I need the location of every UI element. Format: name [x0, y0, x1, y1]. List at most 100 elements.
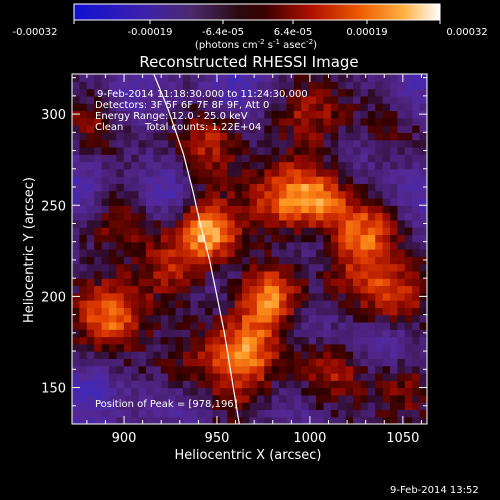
heatmap-cell — [353, 205, 362, 214]
heatmap-cell — [397, 205, 406, 214]
heatmap-cell — [375, 205, 384, 214]
heatmap-cell — [301, 365, 310, 374]
heatmap-cell — [323, 125, 332, 133]
heatmap-cell — [382, 234, 391, 243]
heatmap-cell — [153, 372, 162, 381]
heatmap-cell — [108, 219, 117, 228]
heatmap-cell — [108, 241, 117, 250]
heatmap-cell — [271, 154, 280, 163]
heatmap-cell — [353, 212, 362, 221]
heatmap-cell — [86, 365, 95, 374]
heatmap-cell — [190, 139, 199, 148]
heatmap-cell — [323, 249, 332, 257]
heatmap-cell — [330, 95, 339, 104]
heatmap-cell — [353, 387, 362, 396]
heatmap-cell — [249, 365, 258, 374]
heatmap-cell — [108, 190, 117, 199]
heatmap-cell — [367, 387, 376, 396]
heatmap-cell — [123, 256, 132, 265]
heatmap-cell — [145, 117, 154, 126]
heatmap-cell — [79, 343, 88, 352]
heatmap-cell — [175, 402, 184, 411]
heatmap-cell — [131, 387, 140, 396]
heatmap-cell — [182, 249, 191, 257]
heatmap-cell — [116, 343, 125, 352]
heatmap-cell — [79, 212, 88, 221]
heatmap-cell — [397, 117, 406, 126]
heatmap-cell — [249, 125, 258, 133]
heatmap-cell — [404, 190, 413, 199]
heatmap-cell — [108, 409, 117, 418]
heatmap-cell — [168, 197, 177, 206]
heatmap-cell — [123, 409, 132, 418]
heatmap-cell — [242, 88, 251, 97]
heatmap-cell — [397, 125, 406, 133]
heatmap-cell — [293, 95, 302, 104]
heatmap-cell — [390, 270, 399, 279]
heatmap-cell — [390, 219, 399, 228]
heatmap-cell — [160, 256, 169, 265]
heatmap-cell — [160, 183, 169, 192]
heatmap-cell — [131, 351, 140, 359]
heatmap-cell — [212, 307, 221, 316]
heatmap-cell — [390, 161, 399, 170]
heatmap-cell — [375, 234, 384, 243]
heatmap-cell — [360, 212, 369, 221]
heatmap-cell — [197, 205, 206, 214]
heatmap-cell — [108, 278, 117, 287]
heatmap-cell — [330, 270, 339, 279]
heatmap-cell — [145, 402, 154, 411]
heatmap-cell — [382, 132, 391, 141]
heatmap-cell — [279, 285, 288, 294]
heatmap-cell — [390, 256, 399, 265]
heatmap-cell — [145, 125, 154, 133]
heatmap-cell — [153, 380, 162, 389]
heatmap-cell — [330, 329, 339, 338]
heatmap-cell — [382, 161, 391, 170]
heatmap-cell — [182, 307, 191, 316]
heatmap-cell — [145, 256, 154, 265]
heatmap-cell — [323, 314, 332, 323]
heatmap-cell — [101, 219, 110, 228]
heatmap-cell — [323, 416, 332, 424]
heatmap-cell — [412, 365, 421, 374]
heatmap-cell — [234, 81, 243, 90]
heatmap-cell — [397, 176, 406, 184]
heatmap-cell — [330, 256, 339, 265]
heatmap-cell — [242, 212, 251, 221]
heatmap-cell — [316, 321, 325, 330]
heatmap-cell — [367, 358, 376, 367]
heatmap-cell — [330, 227, 339, 236]
heatmap-cell — [382, 351, 391, 359]
heatmap-cell — [123, 227, 132, 236]
heatmap-cell — [227, 241, 236, 250]
heatmap-cell — [286, 416, 295, 424]
heatmap-cell — [175, 285, 184, 294]
heatmap-cell — [227, 197, 236, 206]
heatmap-cell — [293, 307, 302, 316]
heatmap-cell — [160, 300, 169, 308]
heatmap-cell — [338, 212, 347, 221]
heatmap-cell — [353, 168, 362, 177]
heatmap-cell — [153, 278, 162, 287]
heatmap-cell — [404, 132, 413, 141]
heatmap-cell — [249, 402, 258, 411]
heatmap-cell — [390, 329, 399, 338]
heatmap-cell — [145, 416, 154, 424]
heatmap-cell — [182, 351, 191, 359]
heatmap-cell — [234, 307, 243, 316]
heatmap-cell — [279, 402, 288, 411]
heatmap-cell — [101, 190, 110, 199]
heatmap-cell — [153, 81, 162, 90]
heatmap-cell — [249, 197, 258, 206]
heatmap-cell — [397, 365, 406, 374]
heatmap-cell — [367, 409, 376, 418]
heatmap-cell — [153, 321, 162, 330]
heatmap-cell — [116, 219, 125, 228]
heatmap-cell — [308, 212, 317, 221]
heatmap-cell — [293, 372, 302, 381]
heatmap-cell — [108, 285, 117, 294]
heatmap-cell — [286, 358, 295, 367]
heatmap-cell — [182, 176, 191, 184]
heatmap-cell — [182, 387, 191, 396]
